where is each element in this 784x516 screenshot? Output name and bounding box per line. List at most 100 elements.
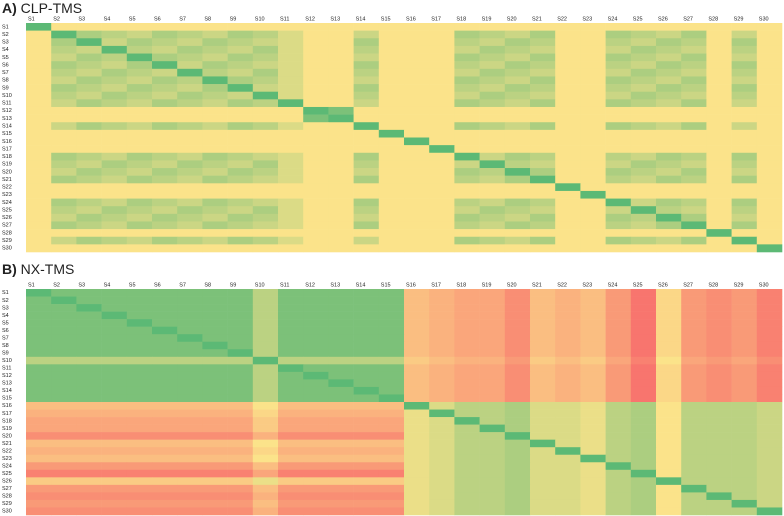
heatmap-cell [152,341,178,350]
heatmap-cell [126,198,153,207]
heatmap-cell [278,145,304,154]
heatmap-cell [101,462,128,471]
heatmap-cell [101,183,128,192]
row-label: S1 [2,24,9,30]
heatmap-cell [429,221,455,230]
heatmap-cell [378,68,405,77]
heatmap-cell [555,341,581,350]
heatmap-cell [227,38,254,47]
heatmap-cell [353,364,380,373]
heatmap-cell [26,190,52,199]
heatmap-cell [126,244,153,253]
heatmap-cell [555,371,581,380]
row-label: S30 [2,509,12,515]
heatmap-cell [504,244,531,253]
heatmap-cell [756,23,783,31]
heatmap-cell [429,296,455,305]
heatmap-cell [731,492,758,501]
heatmap-cell [555,61,581,70]
heatmap-cell [404,106,430,115]
heatmap-cell [681,168,707,176]
heatmap-cell [555,349,581,358]
heatmap-cell [252,289,279,297]
heatmap-cell [51,364,77,373]
heatmap-cell [580,45,606,54]
heatmap-cell [252,183,279,192]
heatmap-cell [454,99,480,108]
heatmap-cell [353,152,380,161]
heatmap-cell [26,23,52,31]
heatmap-cell [303,356,329,365]
heatmap-cell [630,447,657,456]
heatmap-cell [479,499,506,508]
heatmap-cell [378,122,405,131]
heatmap-cell [454,23,480,31]
heatmap-cell [504,484,531,493]
heatmap-cell [303,492,329,501]
heatmap-cell [353,394,380,403]
heatmap-cell [429,99,455,108]
heatmap-cell [731,432,758,440]
heatmap-cell [227,371,254,380]
heatmap-cell [202,175,228,184]
heatmap-cell [252,114,279,123]
heatmap-cell [51,145,77,154]
heatmap-cell [756,99,783,108]
heatmap-cell [76,469,102,478]
heatmap-cell [756,379,783,388]
heatmap-cell [303,122,329,131]
heatmap-cell [278,507,304,516]
heatmap-cell [252,23,279,31]
heatmap-cell [404,45,430,54]
heatmap-cell [353,409,380,418]
heatmap-cell [404,213,430,222]
heatmap-cell [630,61,657,70]
column-label: S20 [507,16,517,22]
heatmap-cell [454,129,480,138]
heatmap-cell [580,198,606,207]
heatmap-cell [580,432,606,440]
row-label: S6 [2,62,9,68]
heatmap-cell [756,296,783,305]
heatmap-cell [353,145,380,154]
heatmap-cell [126,23,153,31]
heatmap-cell [454,499,480,508]
heatmap-cell [404,68,430,77]
heatmap-cell [404,311,430,320]
heatmap-cell [26,469,52,478]
heatmap-cell [328,106,354,115]
heatmap-cell [252,492,279,501]
heatmap-cell [454,334,480,343]
heatmap-cell [26,379,52,388]
heatmap-cell [252,356,279,365]
heatmap-cell [353,122,380,131]
column-label: S29 [734,16,744,22]
heatmap-cell [580,23,606,31]
heatmap-cell [454,319,480,327]
heatmap-cell [126,114,153,123]
heatmap-cell [454,364,480,373]
heatmap-cell [227,229,254,238]
heatmap-cell [404,334,430,343]
heatmap-cell [328,507,354,516]
heatmap-cell [605,206,632,215]
row-label: S3 [2,40,9,46]
column-label: S9 [230,282,237,288]
heatmap-cell [26,394,52,403]
heatmap-cell [303,206,329,215]
heatmap-cell [605,356,632,365]
heatmap-cell [555,326,581,335]
heatmap-cell [202,507,228,516]
heatmap-cell [479,349,506,358]
heatmap-cell [51,244,77,253]
heatmap-cell [479,477,506,486]
heatmap-cell [26,99,52,108]
heatmap-cell [530,61,556,70]
heatmap-cell [580,364,606,373]
heatmap-cell [278,477,304,486]
heatmap-cell [76,129,102,138]
heatmap-cell [227,145,254,154]
heatmap-cell [378,206,405,215]
heatmap-cell [126,417,153,425]
heatmap-cell [429,175,455,184]
